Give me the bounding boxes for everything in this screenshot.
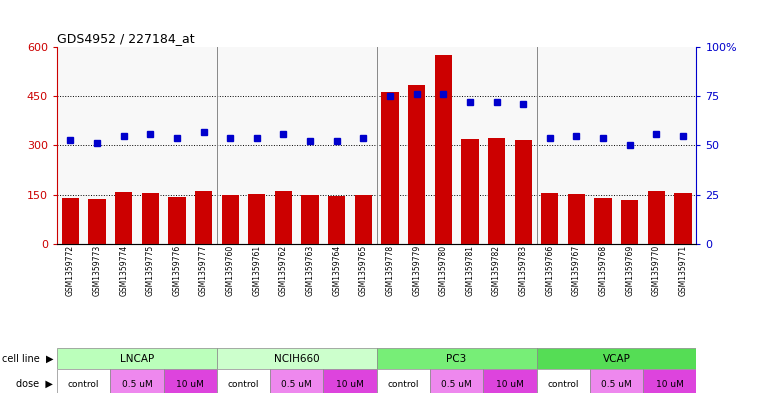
Bar — [62, 198, 79, 244]
Bar — [430, 369, 483, 393]
Text: control: control — [547, 380, 579, 389]
Bar — [408, 86, 425, 244]
Bar — [461, 139, 479, 244]
Text: 0.5 uM: 0.5 uM — [282, 380, 312, 389]
Bar — [537, 369, 590, 393]
Bar — [115, 192, 132, 244]
Bar — [377, 348, 537, 369]
Bar — [270, 369, 323, 393]
Text: 10 uM: 10 uM — [336, 380, 364, 389]
Bar — [164, 369, 217, 393]
Text: GDS4952 / 227184_at: GDS4952 / 227184_at — [57, 31, 195, 44]
Text: 10 uM: 10 uM — [177, 380, 204, 389]
Bar — [217, 369, 270, 393]
Bar — [643, 369, 696, 393]
Bar — [648, 191, 665, 244]
Text: control: control — [68, 380, 100, 389]
Bar — [142, 193, 159, 244]
Bar — [217, 348, 377, 369]
Bar — [541, 193, 559, 244]
Bar — [110, 369, 164, 393]
Bar — [355, 195, 372, 244]
Bar — [88, 199, 106, 244]
Bar — [275, 191, 292, 244]
Bar — [435, 55, 452, 244]
Bar — [621, 200, 638, 244]
Text: cell line  ▶: cell line ▶ — [2, 354, 53, 364]
Text: control: control — [228, 380, 260, 389]
Text: 10 uM: 10 uM — [496, 380, 524, 389]
Text: 0.5 uM: 0.5 uM — [122, 380, 152, 389]
Bar — [537, 348, 696, 369]
Text: VCAP: VCAP — [603, 354, 630, 364]
Text: 0.5 uM: 0.5 uM — [601, 380, 632, 389]
Text: 10 uM: 10 uM — [656, 380, 683, 389]
Text: LNCAP: LNCAP — [119, 354, 154, 364]
Bar — [328, 195, 345, 244]
Bar — [168, 197, 186, 244]
Bar — [248, 193, 266, 244]
Bar — [323, 369, 377, 393]
Bar — [483, 369, 537, 393]
Bar — [195, 191, 212, 244]
Bar — [57, 369, 110, 393]
Text: PC3: PC3 — [447, 354, 466, 364]
Bar — [594, 198, 612, 244]
Bar — [57, 348, 217, 369]
Bar — [514, 140, 532, 244]
Text: control: control — [387, 380, 419, 389]
Bar — [488, 138, 505, 244]
Bar — [381, 92, 399, 244]
Bar — [674, 193, 692, 244]
Bar — [377, 369, 430, 393]
Bar — [301, 195, 319, 244]
Bar — [221, 195, 239, 244]
Bar — [568, 194, 585, 244]
Text: dose  ▶: dose ▶ — [17, 379, 53, 389]
Text: 0.5 uM: 0.5 uM — [441, 380, 472, 389]
Text: NCIH660: NCIH660 — [274, 354, 320, 364]
Bar — [590, 369, 643, 393]
